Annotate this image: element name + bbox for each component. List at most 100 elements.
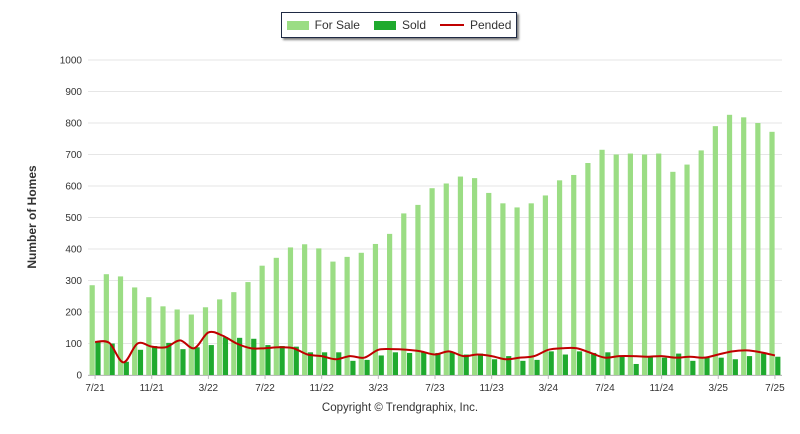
bar-sold — [152, 346, 158, 375]
bar-sold — [406, 352, 413, 375]
bar-for-sale — [641, 154, 648, 375]
legend-label-pended: Pended — [470, 18, 512, 32]
bar-sold — [647, 356, 653, 375]
bar-for-sale — [372, 243, 379, 375]
y-tick-label: 600 — [65, 182, 82, 193]
bar-sold — [562, 354, 568, 375]
y-tick-label: 1000 — [60, 56, 83, 67]
bar-sold — [661, 357, 668, 375]
bar-for-sale — [344, 256, 350, 375]
bar-for-sale — [528, 203, 534, 375]
bar-sold — [265, 345, 271, 375]
bar-for-sale — [429, 188, 435, 375]
bar-sold — [421, 352, 427, 375]
bar-sold — [307, 352, 314, 375]
y-tick-label: 700 — [65, 150, 82, 161]
bar-for-sale — [486, 192, 492, 375]
bar-for-sale — [245, 282, 251, 375]
bar-for-sale — [302, 244, 308, 375]
bar-for-sale — [202, 307, 209, 375]
bar-sold — [137, 349, 144, 375]
bar-for-sale — [698, 150, 704, 375]
legend-label-for-sale: For Sale — [314, 18, 360, 32]
bar-for-sale — [741, 117, 747, 375]
bar-sold — [690, 360, 696, 375]
bar-for-sale — [231, 292, 237, 375]
bar-for-sale — [358, 252, 364, 375]
bar-sold — [293, 346, 299, 375]
bar-sold — [718, 357, 724, 375]
x-tick-label: 11/23 — [480, 383, 505, 394]
bar-sold — [576, 351, 583, 375]
bar-sold — [336, 352, 342, 375]
y-tick-label: 400 — [65, 245, 82, 256]
bar-for-sale — [387, 233, 393, 375]
x-tick-label: 7/22 — [255, 383, 275, 394]
bar-sold — [166, 342, 172, 375]
bar-for-sale — [769, 131, 775, 375]
bar-for-sale — [457, 176, 464, 375]
bar-sold — [208, 345, 214, 375]
bar-sold — [732, 359, 738, 375]
bar-sold — [449, 352, 455, 375]
bar-sold — [534, 359, 540, 375]
bar-sold — [775, 356, 781, 375]
bar-for-sale — [656, 153, 662, 375]
legend-swatch-sold — [373, 20, 396, 30]
legend-swatch-pended — [440, 24, 464, 26]
legend-item-for-sale[interactable]: For Sale — [286, 18, 360, 32]
x-tick-label: 3/22 — [199, 383, 219, 394]
bar-sold — [321, 352, 328, 375]
bar-for-sale — [117, 276, 124, 375]
bar-for-sale — [316, 248, 322, 375]
x-tick-label: 3/24 — [539, 383, 559, 394]
y-tick-label: 200 — [65, 308, 82, 319]
x-tick-label: 7/23 — [425, 383, 445, 394]
bar-sold — [392, 352, 399, 375]
bar-sold — [364, 359, 370, 375]
line-pended — [95, 330, 776, 364]
bar-for-sale — [160, 306, 166, 375]
bar-for-sale — [627, 153, 633, 375]
bar-for-sale — [132, 287, 138, 375]
bar-sold — [477, 353, 483, 375]
x-tick-label: 7/24 — [595, 383, 615, 394]
bar-sold — [548, 351, 554, 375]
legend-item-pended[interactable]: Pended — [440, 18, 511, 32]
bar-sold — [676, 353, 682, 375]
bar-for-sale — [330, 261, 336, 375]
x-tick-label: 11/21 — [140, 383, 165, 394]
y-tick-label: 300 — [65, 276, 82, 287]
bar-sold — [746, 356, 753, 375]
bar-for-sale — [273, 257, 279, 375]
bar-sold — [491, 359, 498, 375]
bar-sold — [435, 352, 441, 375]
bar-for-sale — [556, 180, 563, 375]
bar-for-sale — [670, 171, 676, 375]
bar-sold — [109, 343, 115, 375]
bar-sold — [350, 360, 356, 375]
bar-for-sale — [443, 183, 449, 375]
bar-for-sale — [146, 297, 152, 375]
bar-for-sale — [217, 299, 223, 375]
bar-sold — [123, 361, 129, 375]
bar-sold — [761, 353, 767, 375]
bar-for-sale — [684, 164, 690, 375]
bar-sold — [506, 356, 512, 375]
x-tick-label: 11/24 — [649, 383, 674, 394]
bar-for-sale — [287, 247, 294, 375]
legend-item-sold[interactable]: Sold — [373, 18, 426, 32]
bar-for-sale — [755, 123, 761, 375]
bar-sold — [251, 338, 257, 375]
y-tick-label: 500 — [65, 213, 82, 224]
bar-for-sale — [599, 149, 605, 375]
bar-for-sale — [726, 114, 733, 375]
x-tick-label: 7/21 — [85, 383, 105, 394]
chart-legend: For Sale Sold Pended — [281, 12, 517, 38]
bar-for-sale — [415, 204, 421, 375]
bar-for-sale — [542, 195, 549, 375]
bar-sold — [378, 355, 384, 375]
bar-for-sale — [188, 314, 194, 375]
